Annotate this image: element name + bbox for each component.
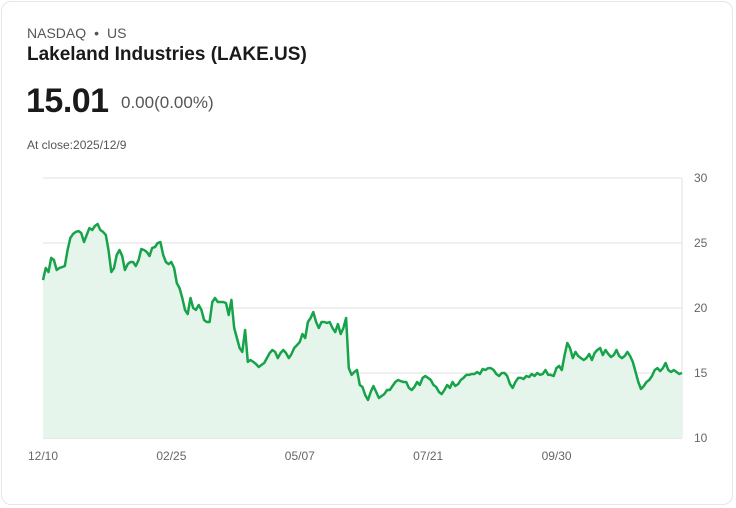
x-tick-label: 05/07 (285, 449, 315, 463)
x-tick-label: 09/30 (542, 449, 572, 463)
price-line (41, 222, 683, 402)
separator-dot: • (94, 25, 100, 41)
current-price: 15.01 (26, 82, 109, 120)
price-change: 0.00(0.00%) (121, 93, 214, 112)
price-area-fill (43, 224, 682, 438)
y-tick-label: 10 (694, 431, 708, 445)
region: US (107, 25, 127, 41)
exchange-name: NASDAQ (27, 25, 87, 41)
y-tick-label: 25 (694, 236, 708, 250)
x-tick-label: 02/25 (156, 449, 186, 463)
close-timestamp: At close:2025/12/9 (27, 138, 127, 152)
y-tick-label: 15 (694, 366, 708, 380)
y-tick-label: 30 (694, 171, 708, 185)
stock-title: Lakeland Industries (LAKE.US) (27, 44, 307, 65)
y-tick-label: 20 (694, 301, 708, 315)
x-tick-label: 07/21 (413, 449, 443, 463)
exchange-line: NASDAQ • US (27, 25, 126, 41)
x-tick-label: 12/10 (28, 449, 58, 463)
